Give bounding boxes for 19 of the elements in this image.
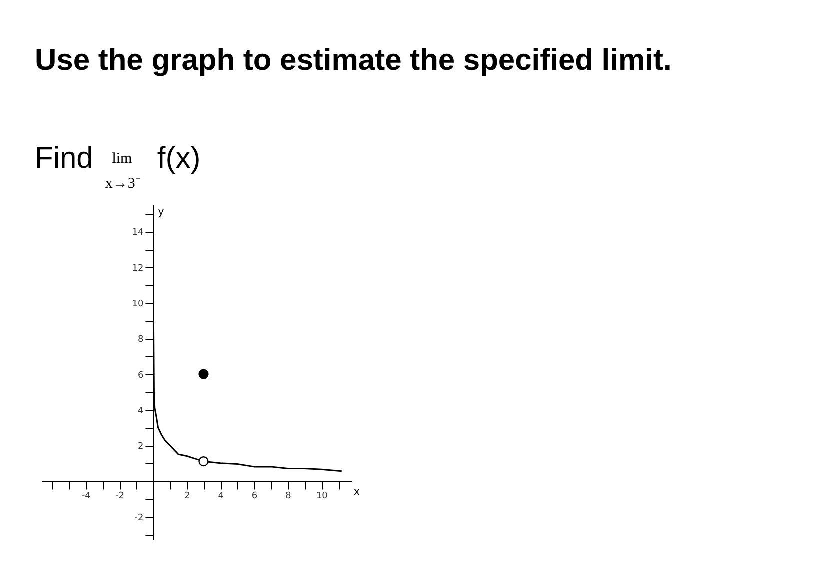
x-tick-label: 2 bbox=[184, 492, 190, 502]
y-tick-label: 10 bbox=[132, 300, 144, 310]
x-tick-label: 4 bbox=[218, 492, 224, 502]
x-axis-title: x bbox=[354, 487, 360, 498]
y-tick-label: 4 bbox=[138, 406, 144, 416]
x-tick-label: 10 bbox=[316, 492, 328, 502]
x-tick-label: 8 bbox=[286, 492, 292, 502]
y-tick-label: -2 bbox=[134, 513, 144, 524]
chart-title: Use the graph to estimate the specified limit. bbox=[35, 44, 672, 77]
x-tick-label: 6 bbox=[252, 492, 258, 502]
y-tick-label: 12 bbox=[132, 264, 144, 274]
x-tick-label: -2 bbox=[116, 492, 124, 502]
y-tick-label: 14 bbox=[132, 228, 144, 238]
y-axis-title: y bbox=[158, 207, 164, 218]
y-tick-label: 6 bbox=[138, 370, 144, 381]
x-tick-label: -4 bbox=[82, 492, 92, 502]
chart-subtitle: Find limx→3⁻ f(x) bbox=[35, 142, 201, 192]
y-tick-label: 8 bbox=[138, 335, 144, 346]
y-tick-label: 2 bbox=[138, 442, 144, 452]
